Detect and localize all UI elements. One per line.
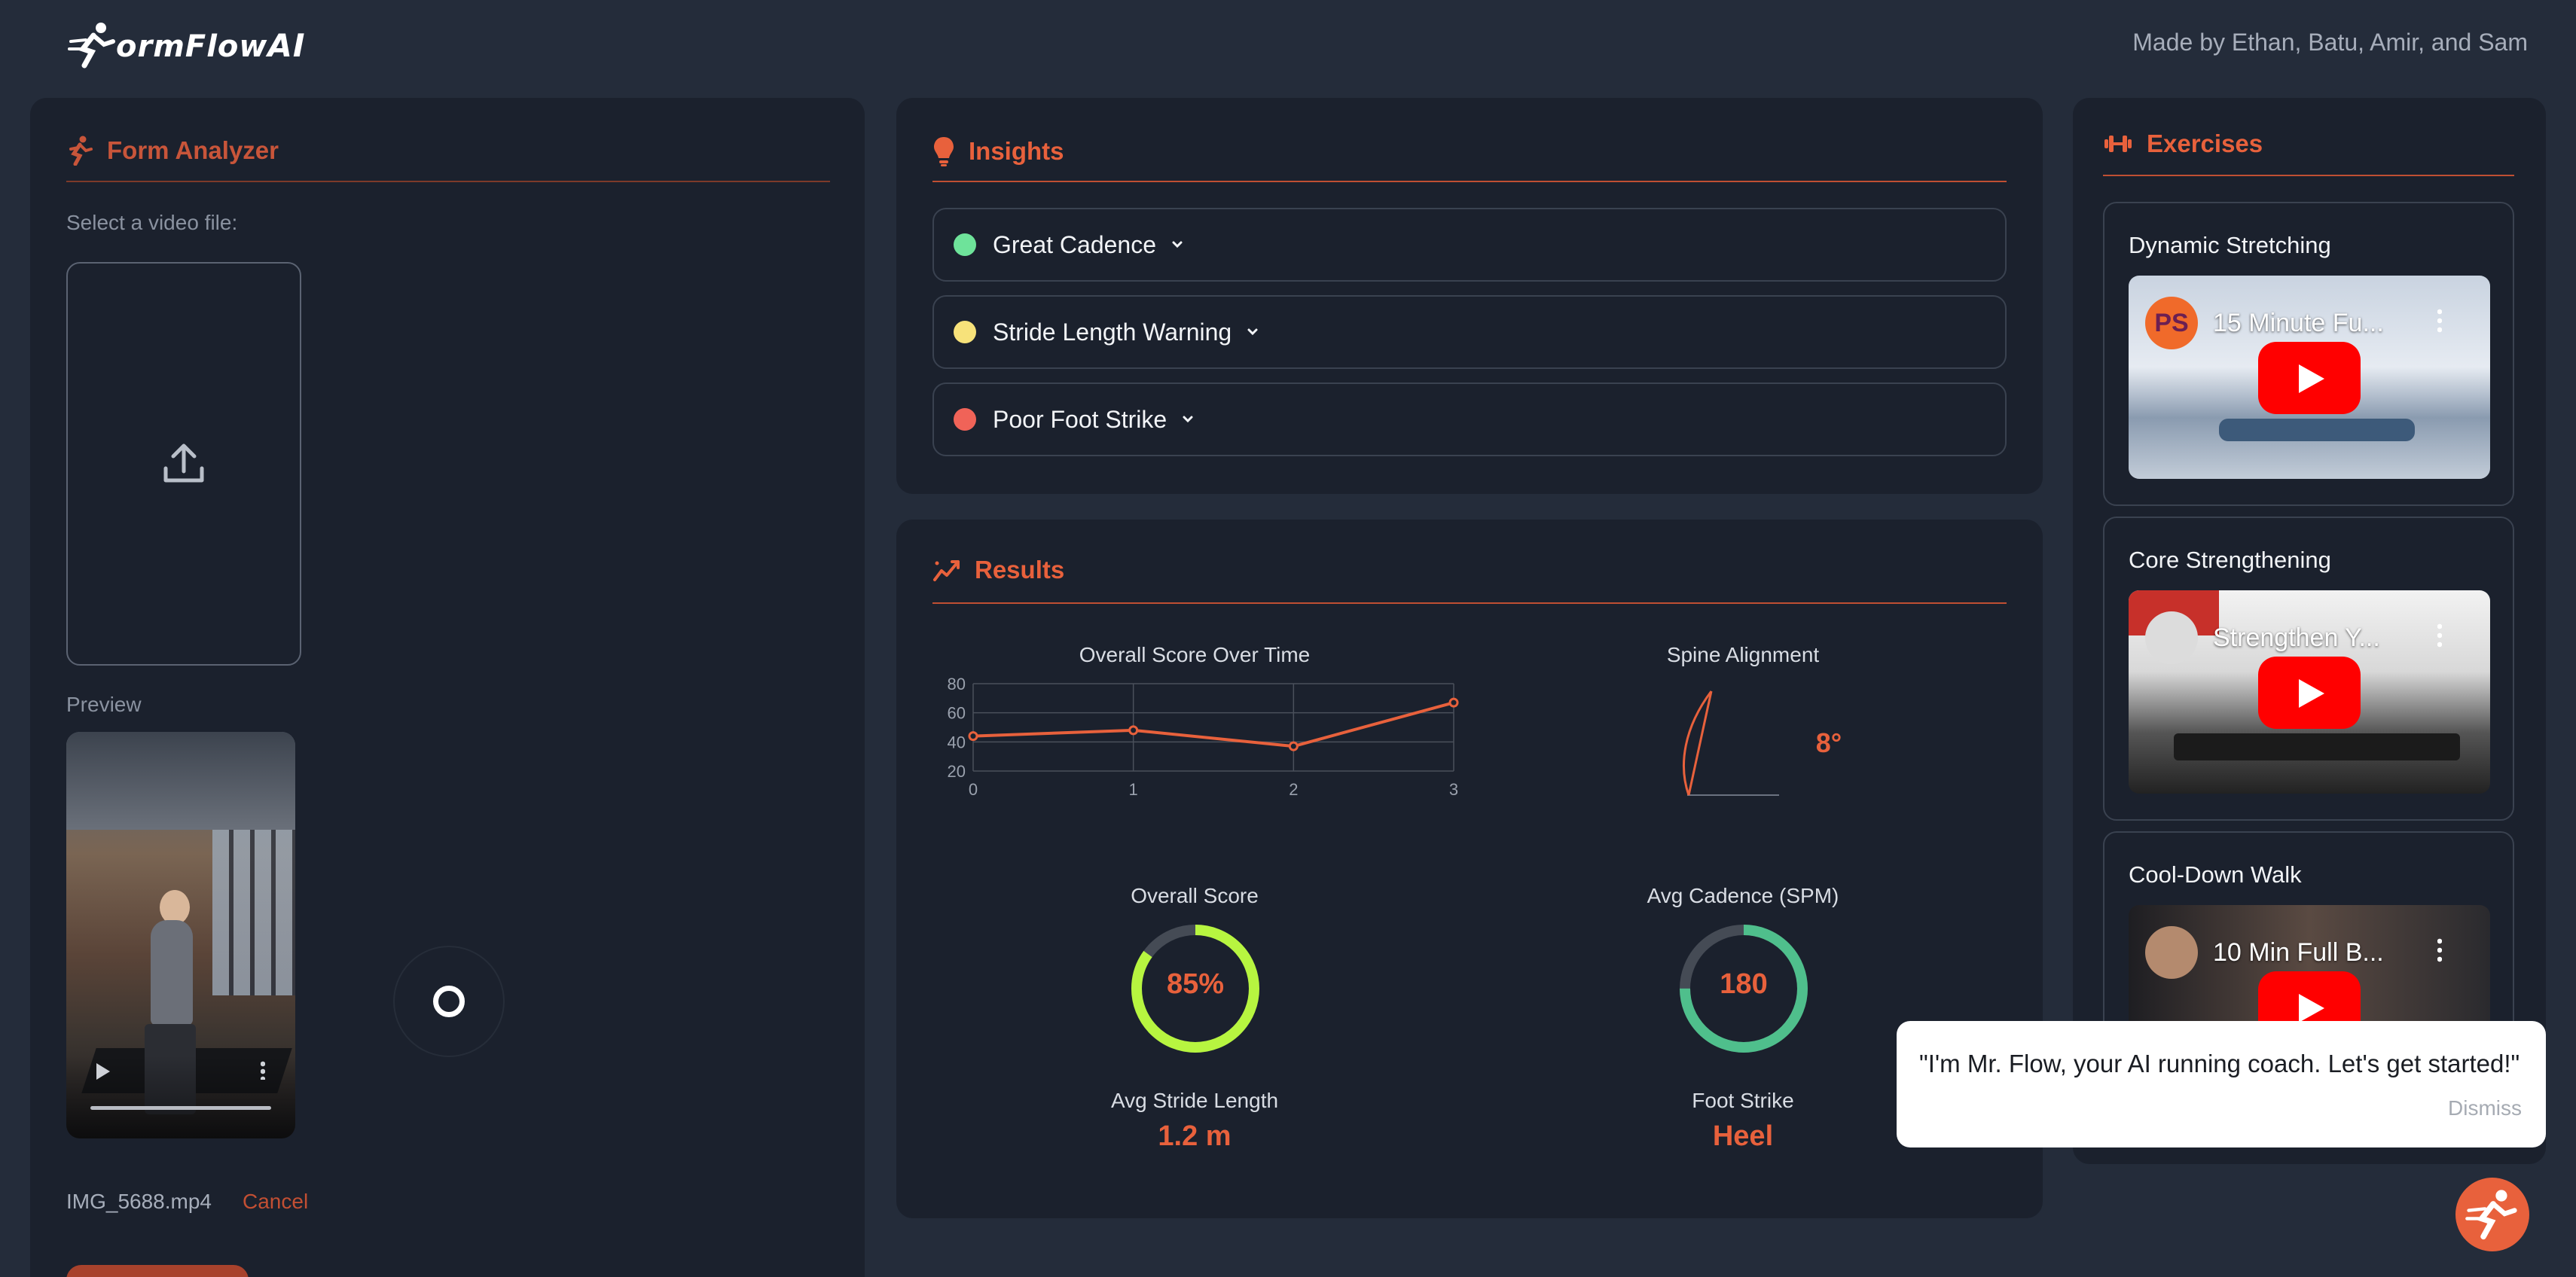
foot-strike-value: Heel [1712,1120,1774,1152]
video-frame-windows [212,830,295,995]
analyze-button[interactable] [66,1265,249,1277]
insight-status-dot [954,321,976,343]
spine-alignment-label: Spine Alignment [1666,643,1820,666]
score-chart-title: Overall Score Over Time [1079,643,1311,666]
youtube-play-icon[interactable] [2258,657,2361,729]
insights-title: Insights [932,136,1064,167]
spine-alignment-gauge [1683,690,1779,796]
chart-x-tick-label: 2 [1289,780,1298,799]
lightbulb-icon [934,137,954,166]
overall-score-value: 85% [1166,968,1225,1000]
youtube-play-icon[interactable] [2258,342,2361,414]
spine-alignment-value: 8° [1815,727,1842,758]
exercise-title: Core Strengthening [2129,547,2331,573]
exercise-card-core-strengthening: Core Strengthening Strengthen Y... [2103,517,2514,821]
coach-runner-icon [2465,1190,2517,1240]
score-over-time-chart: 20 40 60 80 0 1 2 3 [948,675,1459,799]
overall-score-ring [1131,925,1259,1053]
thumbnail-figure [2219,419,2415,441]
chart-y-tick-label: 80 [948,675,966,693]
more-options-icon[interactable] [2437,622,2442,648]
video-title: 15 Minute Fu... [2213,309,2384,337]
ai-coach-button[interactable] [2455,1178,2529,1251]
cancel-upload-link[interactable]: Cancel [243,1190,309,1213]
chart-data-point [1288,741,1299,751]
results-title: Results [932,556,1064,584]
dumbbell-icon [2104,136,2132,152]
credits-text: Made by Ethan, Batu, Amir, and Sam [2132,29,2528,56]
insight-label: Poor Foot Strike [993,405,1167,433]
insight-great-cadence[interactable]: Great Cadence [932,208,2007,282]
chart-data-point [1448,697,1459,708]
toast-message: "I'm Mr. Flow, your AI running coach. Le… [1919,1050,2520,1077]
results-panel [896,520,2043,1218]
youtube-video-thumbnail[interactable]: PS 15 Minute Fu... [2129,276,2490,479]
overall-score-label: Overall Score [1131,884,1259,907]
video-frame-runner-head [160,890,190,925]
logo-wordmark: ormFlowAI [116,26,306,64]
avg-stride-value: 1.2 m [1158,1120,1232,1152]
chart-y-tick-label: 40 [948,733,966,751]
app-header: ormFlowAI Made by Ethan, Batu, Amir, and… [0,0,2576,90]
chart-data-point [968,731,978,742]
loading-spinner-icon [393,946,505,1057]
more-options-icon[interactable] [2437,307,2442,333]
chart-x-tick-label: 1 [1129,780,1138,799]
chart-data-point [1128,725,1139,736]
results-divider [932,602,2007,604]
upload-icon [163,443,204,483]
insight-label: Stride Length Warning [993,318,1232,346]
logo-runner-icon [68,23,115,69]
avg-cadence-value: 180 [1720,968,1768,1000]
chevron-down-icon [1183,416,1193,423]
exercises-title: Exercises [2103,130,2263,158]
more-options-icon[interactable] [2437,937,2442,962]
form-analyzer-divider [66,181,830,182]
chart-x-tick-label: 3 [1449,780,1458,799]
exercise-title: Dynamic Stretching [2129,232,2331,258]
chevron-down-icon [1247,328,1258,336]
insights-divider [932,181,2007,182]
insight-label: Great Cadence [993,230,1157,258]
insight-status-dot [954,408,976,431]
avg-cadence-label: Avg Cadence (SPM) [1647,884,1839,907]
play-icon[interactable] [96,1063,110,1080]
chart-trend-icon [933,560,960,581]
preview-label: Preview [66,693,142,716]
exercises-divider [2103,175,2514,176]
avg-cadence-ring [1680,925,1808,1053]
form-analyzer-title: Form Analyzer [66,136,279,166]
app-logo[interactable]: ormFlowAI [66,17,306,74]
dismiss-button[interactable]: Dismiss [2448,1096,2522,1120]
exercise-title: Cool-Down Walk [2129,861,2302,888]
thumbnail-mat [2174,733,2460,760]
video-progress-bar[interactable] [90,1106,271,1110]
video-preview[interactable] [66,732,295,1138]
insight-status-dot [954,233,976,256]
avg-stride-label: Avg Stride Length [1110,1089,1279,1112]
video-title: Strengthen Y... [2213,623,2380,652]
chart-series-line [972,701,1454,748]
chevron-down-icon [1172,241,1183,248]
video-frame-runner-body [151,920,193,1026]
chart-y-tick-label: 20 [948,762,966,781]
coach-greeting-toast: "I'm Mr. Flow, your AI running coach. Le… [1897,1021,2546,1147]
chart-x-tick-label: 0 [969,780,978,799]
chart-y-tick-label: 60 [948,704,966,723]
video-title: 10 Min Full B... [2213,938,2384,967]
channel-avatar [2145,611,2198,664]
insight-poor-foot-strike[interactable]: Poor Foot Strike [932,382,2007,456]
selected-filename: IMG_5688.mp4 [66,1190,212,1213]
more-options-icon[interactable] [261,1060,265,1080]
select-video-label: Select a video file: [66,211,238,234]
video-upload-dropzone[interactable] [66,262,301,666]
foot-strike-label: Foot Strike [1692,1089,1794,1112]
youtube-video-thumbnail[interactable]: Strengthen Y... [2129,590,2490,794]
insight-stride-length-warning[interactable]: Stride Length Warning [932,295,2007,369]
channel-avatar [2145,926,2198,979]
exercise-card-dynamic-stretching: Dynamic Stretching PS 15 Minute Fu... [2103,202,2514,506]
channel-avatar: PS [2145,297,2198,349]
video-frame-ceiling [66,732,295,830]
runner-icon [69,136,93,166]
